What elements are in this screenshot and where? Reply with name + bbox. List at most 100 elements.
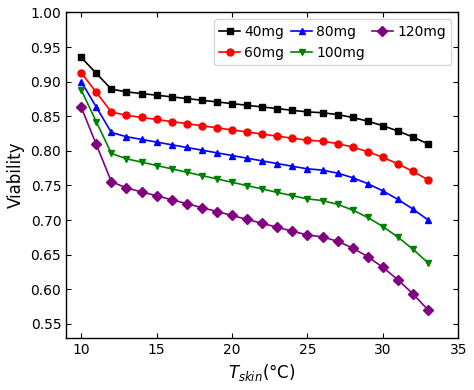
100mg [169,167,174,171]
120mg [154,193,159,198]
80mg [169,142,174,147]
40mg [410,135,416,140]
40mg [124,89,129,94]
60mg [274,134,280,138]
60mg [93,90,99,95]
100mg [274,190,280,195]
120mg [139,190,145,194]
120mg [395,277,401,282]
60mg [169,119,174,124]
40mg [229,101,235,106]
40mg [139,91,145,96]
100mg [124,156,129,161]
40mg [199,98,205,103]
40mg [425,142,431,146]
Y-axis label: Viability: Viability [7,142,25,208]
100mg [244,183,250,188]
120mg [229,213,235,218]
40mg [380,123,386,128]
40mg [93,71,99,76]
80mg [365,181,371,186]
40mg [365,119,371,124]
80mg [410,207,416,211]
60mg [229,128,235,132]
100mg [78,88,84,92]
100mg [395,235,401,239]
120mg [259,221,265,226]
60mg [365,149,371,154]
60mg [380,155,386,160]
80mg [244,156,250,161]
80mg [124,135,129,139]
100mg [154,163,159,168]
120mg [124,186,129,190]
60mg [290,136,295,140]
80mg [350,176,356,180]
100mg [365,215,371,220]
120mg [425,308,431,312]
120mg [350,246,356,250]
60mg [425,177,431,182]
80mg [259,159,265,163]
Line: 80mg: 80mg [78,78,432,223]
120mg [274,225,280,230]
100mg [425,261,431,265]
60mg [214,126,220,130]
40mg [395,129,401,133]
100mg [199,173,205,178]
60mg [154,117,159,122]
60mg [244,129,250,134]
120mg [199,205,205,210]
40mg [184,96,190,101]
Line: 120mg: 120mg [78,104,432,314]
40mg [259,105,265,109]
40mg [154,93,159,98]
100mg [229,180,235,184]
80mg [305,167,310,171]
100mg [139,160,145,165]
Line: 40mg: 40mg [78,54,432,147]
60mg [199,123,205,128]
Line: 60mg: 60mg [78,69,432,183]
60mg [305,138,310,143]
120mg [93,142,99,147]
60mg [184,121,190,126]
60mg [139,115,145,120]
100mg [93,119,99,124]
40mg [290,108,295,113]
40mg [305,110,310,114]
Legend: 40mg, 60mg, 80mg, 100mg, 120mg: 40mg, 60mg, 80mg, 100mg, 120mg [214,20,451,66]
Line: 100mg: 100mg [78,87,432,266]
80mg [425,218,431,222]
100mg [290,193,295,198]
100mg [335,202,340,207]
120mg [244,217,250,222]
80mg [109,130,114,135]
40mg [319,110,325,115]
80mg [380,189,386,193]
40mg [214,99,220,104]
120mg [109,179,114,184]
80mg [214,151,220,155]
60mg [395,161,401,166]
40mg [109,87,114,92]
120mg [214,209,220,214]
60mg [78,70,84,75]
120mg [305,232,310,237]
100mg [184,170,190,175]
60mg [124,113,129,118]
80mg [274,161,280,166]
100mg [410,247,416,252]
80mg [335,171,340,176]
100mg [214,177,220,181]
120mg [319,234,325,239]
80mg [229,153,235,158]
60mg [259,132,265,136]
60mg [350,145,356,149]
120mg [184,201,190,206]
40mg [274,106,280,111]
80mg [199,148,205,152]
X-axis label: $T_{skin}$(°C): $T_{skin}$(°C) [228,362,296,383]
120mg [410,292,416,296]
100mg [319,198,325,203]
